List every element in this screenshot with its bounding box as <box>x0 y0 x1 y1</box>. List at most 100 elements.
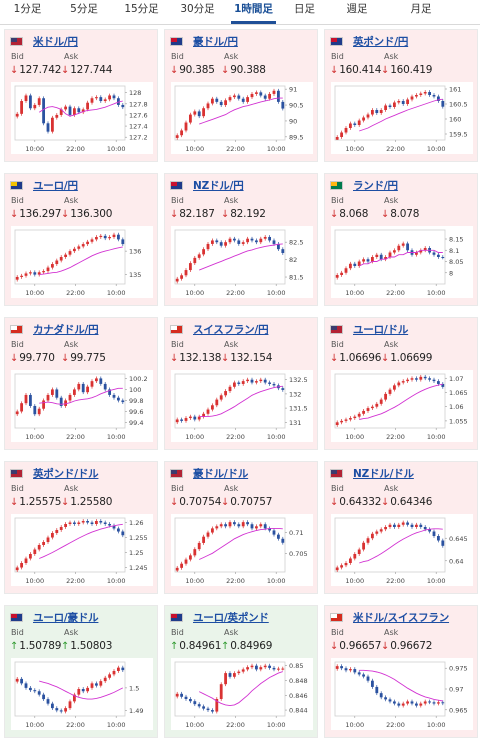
candle-body <box>219 242 223 246</box>
currency-pair-link[interactable]: ユーロ/英ポンド <box>193 611 269 624</box>
candle-body <box>348 418 352 420</box>
candle-body <box>428 529 432 532</box>
tab-weekly[interactable]: 週足 <box>346 3 368 15</box>
candle-body <box>263 95 267 99</box>
candle-body <box>228 386 232 392</box>
flag-canton <box>11 325 17 330</box>
currency-pair-link[interactable]: ランド/円 <box>353 179 398 192</box>
hourly-chart[interactable]: 136 135 10:00 22:00 10:00 <box>11 226 153 298</box>
currency-card[interactable]: 米ドル/円 Bid Ask ↓127.742 ↓127.744 128 127.8… <box>4 29 158 162</box>
hourly-chart[interactable]: 1.07 1.065 1.06 1.055 10:00 22:00 10:00 <box>331 370 473 442</box>
ask-price: ↓0.96672 <box>381 640 432 652</box>
candle-body <box>202 706 206 709</box>
candle-body <box>388 389 392 394</box>
currency-pair-link[interactable]: ユーロ/豪ドル <box>33 611 99 624</box>
tab-monthly[interactable]: 月足 <box>410 3 432 15</box>
currency-pair-link[interactable]: スイスフラン/円 <box>193 323 269 336</box>
currency-card[interactable]: カナダドル/円 Bid Ask ↓99.770 ↓99.775 100.2 100… <box>4 317 158 450</box>
hourly-chart[interactable]: 128 127.8 127.6 127.4 127.2 10:00 22:00 10:00 <box>11 82 153 154</box>
hourly-chart[interactable]: 132.5 132 131.5 131 10:00 22:00 10:00 <box>171 370 313 442</box>
candle-body <box>72 248 76 252</box>
currency-card[interactable]: 米ドル/スイスフラン Bid Ask ↓0.96657 ↓0.96672 0.9… <box>324 605 478 738</box>
y-tick-label: 1.06 <box>449 403 463 411</box>
currency-card[interactable]: 英ポンド/円 Bid Ask ↓160.414 ↓160.419 161 160.… <box>324 29 478 162</box>
hourly-chart[interactable]: 91 90.5 90 89.5 10:00 22:00 10:00 <box>171 82 313 154</box>
bid-value: 90.385 <box>179 64 215 76</box>
currency-pair-link[interactable]: カナダドル/円 <box>33 323 99 336</box>
candle-body <box>362 259 366 262</box>
tab-daily[interactable]: 日足 <box>294 3 315 15</box>
x-tick-label: 10:00 <box>25 433 44 441</box>
x-tick-label: 22:00 <box>226 577 245 585</box>
hourly-chart[interactable]: 8.15 8.1 8.05 8 10:00 22:00 10:00 <box>331 226 473 298</box>
candle-body <box>20 275 24 277</box>
candle-body <box>15 411 19 415</box>
candle-body <box>414 378 418 380</box>
hourly-chart[interactable]: 0.975 0.97 0.965 10:00 22:00 10:00 <box>331 658 473 730</box>
tab-15min[interactable]: 15分足 <box>124 3 159 15</box>
hourly-chart[interactable]: 161 160.5 160 159.5 10:00 22:00 10:00 <box>331 82 473 154</box>
candle-body <box>246 379 250 382</box>
currency-card[interactable]: 豪ドル/ドル Bid Ask ↓0.70754 ↓0.70757 0.71 0.7… <box>164 461 318 594</box>
hourly-chart[interactable]: 1.5 1.49 10:00 22:00 10:00 <box>11 658 153 730</box>
candle-body <box>232 382 236 387</box>
x-tick-label: 10:00 <box>345 577 364 585</box>
x-tick-label: 10:00 <box>107 433 126 441</box>
tab-1min[interactable]: 1分足 <box>13 3 42 15</box>
currency-pair-link[interactable]: 英ポンド/ドル <box>33 467 99 480</box>
currency-card[interactable]: スイスフラン/円 Bid Ask ↓132.138 ↓132.154 132.5… <box>164 317 318 450</box>
candle-body <box>68 701 72 709</box>
y-tick-label: 8.1 <box>449 247 459 255</box>
currency-pair-link[interactable]: ユーロ/円 <box>33 179 78 192</box>
y-tick-label: 90 <box>289 117 297 125</box>
currency-card[interactable]: 豪ドル/円 Bid Ask ↓90.385 ↓90.388 91 90.5 90 89… <box>164 29 318 162</box>
currency-card[interactable]: ユーロ/豪ドル Bid Ask ↑1.50789 ↑1.50803 1.5 1.4… <box>4 605 158 738</box>
hourly-chart[interactable]: 0.645 0.64 10:00 22:00 10:00 <box>331 514 473 586</box>
currency-card[interactable]: 英ポンド/ドル Bid Ask ↓1.25575 ↓1.25580 1.26 1.… <box>4 461 158 594</box>
arrow-down-icon: ↓ <box>330 65 339 76</box>
candle-body <box>46 267 50 272</box>
currency-card[interactable]: NZドル/円 Bid Ask ↓82.187 ↓82.192 82.5 82 81.… <box>164 173 318 306</box>
moving-average-line <box>199 527 283 560</box>
tab-5min[interactable]: 5分足 <box>70 3 98 15</box>
currency-card[interactable]: ユーロ/ドル Bid Ask ↓1.06696 ↓1.06699 1.07 1.0… <box>324 317 478 450</box>
x-tick-label: 22:00 <box>66 145 85 153</box>
currency-pair-link[interactable]: 豪ドル/円 <box>193 35 238 48</box>
candle-body <box>276 90 280 102</box>
hourly-chart[interactable]: 0.85 0.848 0.846 0.844 10:00 22:00 10:00 <box>171 658 313 730</box>
candle-body <box>175 278 179 282</box>
candle-body <box>250 524 254 529</box>
hourly-chart[interactable]: 0.71 0.705 10:00 22:00 10:00 <box>171 514 313 586</box>
candle-body <box>237 95 241 99</box>
currency-pair-link[interactable]: 米ドル/スイスフラン <box>353 611 450 624</box>
candle-body <box>419 376 423 380</box>
candle-body <box>419 524 423 527</box>
currency-card[interactable]: ランド/円 Bid Ask ↓8.068 ↓8.078 8.15 8.1 8.05 8… <box>324 173 478 306</box>
currency-card[interactable]: ユーロ/円 Bid Ask ↓136.297 ↓136.300 136 135 10… <box>4 173 158 306</box>
candle-body <box>59 397 63 406</box>
currency-pair-link[interactable]: 豪ドル/ドル <box>193 467 249 480</box>
hourly-chart[interactable]: 82.5 82 81.5 10:00 22:00 10:00 <box>171 226 313 298</box>
candle-body <box>344 268 348 273</box>
currency-pair-link[interactable]: NZドル/ドル <box>353 467 414 480</box>
candle-body <box>366 538 370 543</box>
currency-pair-link[interactable]: ユーロ/ドル <box>353 323 409 336</box>
candle-body <box>24 683 28 688</box>
currency-pair-link[interactable]: 米ドル/円 <box>33 35 78 48</box>
bid-label: Bid <box>11 196 24 205</box>
candle-body <box>357 120 361 125</box>
currency-card[interactable]: ユーロ/英ポンド Bid Ask ↑0.84961 ↑0.84969 0.85 0… <box>164 605 318 738</box>
currency-pair-link[interactable]: 英ポンド/円 <box>353 35 409 48</box>
tab-30min[interactable]: 30分足 <box>180 3 215 15</box>
hourly-chart[interactable]: 100.2 100 99.8 99.6 99.4 10:00 22:00 10:00 <box>11 370 153 442</box>
hourly-chart[interactable]: 1.26 1.255 1.25 1.245 10:00 22:00 10:00 <box>11 514 153 586</box>
currency-card[interactable]: NZドル/ドル Bid Ask ↓0.64332 ↓0.64346 0.645 0… <box>324 461 478 594</box>
tab-1hour[interactable]: 1時間足 <box>225 0 282 26</box>
x-tick-label: 10:00 <box>107 145 126 153</box>
tab-divider <box>0 24 480 25</box>
candle-body <box>228 522 232 527</box>
candlestick-chart: 8.15 8.1 8.05 8 10:00 22:00 10:00 <box>334 229 463 297</box>
currency-pair-link[interactable]: NZドル/円 <box>193 179 244 192</box>
candle-body <box>81 689 85 692</box>
gb-flag-icon <box>330 36 343 46</box>
